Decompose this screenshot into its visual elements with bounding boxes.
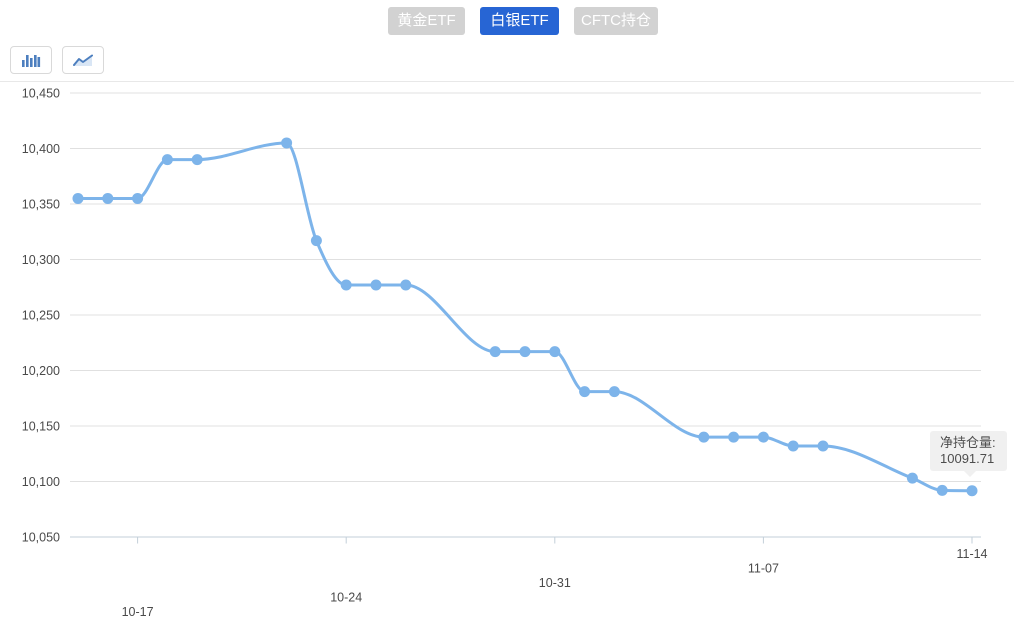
data-point[interactable] — [728, 431, 740, 443]
data-point[interactable] — [400, 279, 412, 291]
data-point[interactable] — [698, 431, 710, 443]
data-point[interactable] — [817, 440, 829, 452]
toolbar-divider — [0, 81, 1014, 82]
x-axis-label: 10-17 — [122, 605, 154, 619]
line-chart-toggle-button[interactable] — [62, 46, 104, 74]
data-point[interactable] — [608, 386, 620, 398]
data-point[interactable] — [787, 440, 799, 452]
data-point[interactable] — [102, 192, 114, 204]
y-axis-label: 10,150 — [22, 420, 60, 434]
line-chart-icon — [73, 54, 93, 66]
data-point[interactable] — [281, 137, 293, 149]
x-axis-label: 11-14 — [956, 547, 987, 561]
y-axis-label: 10,450 — [22, 87, 60, 101]
data-point[interactable] — [161, 154, 173, 166]
y-axis-label: 10,100 — [22, 475, 60, 489]
x-axis-label: 11-07 — [748, 562, 779, 576]
tab-silver-etf[interactable]: 白银ETF — [480, 7, 559, 35]
data-point[interactable] — [966, 485, 978, 497]
y-axis-label: 10,050 — [22, 531, 60, 545]
y-axis-label: 10,350 — [22, 198, 60, 212]
data-point[interactable] — [579, 386, 591, 398]
data-point[interactable] — [549, 346, 561, 358]
data-point[interactable] — [757, 431, 769, 443]
chart-tooltip: 净持仓量: 10091.71 — [930, 431, 1007, 477]
data-point[interactable] — [310, 235, 322, 247]
tab-cftc-positions[interactable]: CFTC持仓 — [574, 7, 658, 35]
tooltip-label: 净持仓量: — [940, 435, 996, 450]
bar-chart-toggle-button[interactable] — [10, 46, 52, 74]
data-point[interactable] — [132, 192, 144, 204]
data-point[interactable] — [936, 484, 948, 496]
series-line — [76, 141, 974, 493]
y-axis-label: 10,250 — [22, 309, 60, 323]
y-axis-label: 10,300 — [22, 253, 60, 267]
data-point[interactable] — [191, 154, 203, 166]
x-axis-label: 10-31 — [539, 576, 571, 590]
data-point[interactable] — [519, 346, 531, 358]
tab-bar: 黄金ETF 白银ETF CFTC持仓 — [388, 7, 658, 35]
data-point[interactable] — [340, 279, 352, 291]
tooltip-value: 10091.71 — [940, 451, 995, 466]
tab-gold-etf[interactable]: 黄金ETF — [388, 7, 465, 35]
y-axis-label: 10,200 — [22, 364, 60, 378]
data-point[interactable] — [72, 192, 84, 204]
data-point[interactable] — [906, 472, 918, 484]
bar-chart-icon — [22, 55, 41, 67]
y-axis-label: 10,400 — [22, 142, 60, 156]
data-point[interactable] — [370, 279, 382, 291]
x-axis-label: 10-24 — [330, 591, 362, 605]
data-point[interactable] — [489, 346, 501, 358]
tooltip-arrow — [964, 471, 976, 477]
